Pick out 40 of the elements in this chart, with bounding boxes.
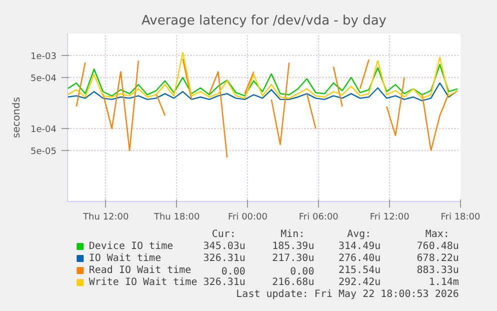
text: 760.48u	[416, 241, 459, 252]
text: 292.42u	[338, 277, 381, 288]
text: 0.00	[290, 266, 314, 278]
text: 326.31u	[203, 277, 246, 288]
line-series	[68, 82, 458, 102]
x-tick-label: Fri 00:00	[228, 212, 268, 222]
y-tick-label: 1e-03	[30, 52, 57, 62]
chart-title: Average latency for /dev/vda - by day	[142, 14, 387, 28]
y-axis-title: seconds	[12, 97, 23, 138]
text: 326.31u	[203, 253, 246, 264]
legend-label: Write IO Wait time	[88, 277, 198, 288]
text: 883.33u	[416, 265, 459, 276]
text: 1.14m	[428, 277, 459, 288]
legend-label: IO Wait time	[88, 253, 162, 264]
y-tick-label: 5e-04	[30, 74, 57, 84]
text: Max:	[425, 229, 450, 240]
text: 314.49u	[338, 241, 381, 252]
text: 0.00	[221, 266, 246, 278]
x-tick-label: Fri 12:00	[370, 212, 410, 222]
text: 276.40u	[338, 253, 381, 264]
x-tick-label: Thu 18:00	[152, 212, 200, 222]
text: Min:	[280, 229, 305, 240]
text: Last update: Fri May 22 18:00:53 2026	[236, 289, 459, 300]
text: 345.03u	[203, 241, 246, 252]
line-series	[68, 52, 458, 99]
y-tick-label: 1e-04	[30, 124, 57, 135]
x-tick-label: Fri 06:00	[298, 212, 339, 222]
x-tick-label: Fri 18:00	[440, 212, 481, 222]
line-series	[68, 64, 458, 96]
legend-label: Device IO time	[88, 241, 174, 252]
text: Cur:	[212, 229, 236, 240]
text: Avg:	[347, 229, 372, 240]
text: 216.68u	[272, 277, 314, 288]
text: 678.22u	[416, 253, 459, 264]
y-tick-label: 5e-05	[30, 146, 57, 157]
legend-label: Read IO Wait time	[88, 265, 192, 276]
text: 215.54u	[338, 265, 381, 276]
x-tick-label: Thu 12:00	[82, 212, 130, 222]
text: 217.30u	[272, 253, 314, 264]
text: 185.39u	[272, 241, 314, 252]
